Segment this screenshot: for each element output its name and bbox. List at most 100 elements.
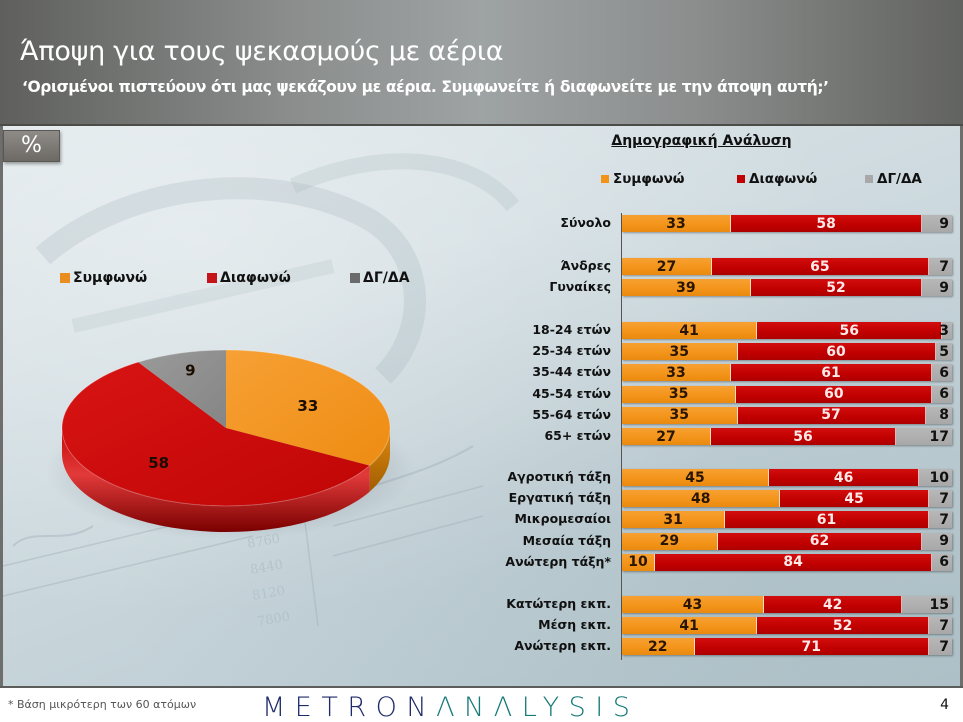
svg-text:8440: 8440 bbox=[249, 557, 284, 578]
slide-subtitle: ‘Ορισμένοι πιστεύουν ότι μας ψεκάζουν με… bbox=[22, 78, 829, 96]
bar-value-label: 7 bbox=[939, 638, 949, 655]
bar-value-label: 43 bbox=[682, 596, 703, 613]
bar-value-label: 45 bbox=[685, 469, 705, 486]
bar-row-label: 65+ ετών bbox=[544, 428, 611, 443]
bar-segment-disagree: 46 bbox=[769, 469, 920, 486]
bar-value-label: 35 bbox=[669, 343, 689, 360]
bar-value-label: 58 bbox=[816, 215, 836, 232]
svg-text:8760: 8760 bbox=[246, 531, 281, 552]
bar-row: 33 58 9 bbox=[622, 215, 952, 232]
disagree-swatch-icon bbox=[737, 175, 745, 183]
bar-value-label: 45 bbox=[844, 490, 864, 507]
bar-value-label: 27 bbox=[656, 428, 676, 445]
bar-value-label: 8 bbox=[939, 407, 949, 424]
bar-segment-disagree: 58 bbox=[730, 215, 923, 232]
logo-part-metron: METRON bbox=[262, 692, 437, 722]
bar-value-label: 42 bbox=[822, 596, 843, 613]
bar-value-label: 33 bbox=[666, 215, 686, 232]
bar-value-label: 52 bbox=[826, 279, 846, 296]
bar-value-label: 7 bbox=[939, 617, 949, 634]
bar-value-label: 27 bbox=[656, 258, 677, 275]
bar-segment-agree: 35 bbox=[622, 343, 738, 361]
bar-value-label: 29 bbox=[659, 533, 680, 550]
bar-segment-disagree: 45 bbox=[780, 490, 929, 508]
pie-legend-item-dkna: ΔΓ/ΔΑ bbox=[350, 270, 410, 286]
bar-row: 41 56 3 bbox=[622, 322, 952, 339]
bar-value-label: 15 bbox=[929, 596, 949, 613]
bar-row-label: 18-24 ετών bbox=[532, 322, 611, 337]
bar-chart-axis bbox=[621, 213, 622, 660]
bar-row: 27 65 7 bbox=[622, 258, 952, 275]
bar-value-label: 9 bbox=[939, 215, 949, 232]
bar-value-label: 22 bbox=[648, 638, 668, 655]
agree-swatch-icon bbox=[601, 175, 609, 183]
bar-value-label: 84 bbox=[783, 554, 803, 571]
bar-value-label: 7 bbox=[939, 490, 949, 507]
bar-value-label: 39 bbox=[676, 279, 696, 296]
bar-value-label: 35 bbox=[669, 407, 689, 424]
bar-value-label: 5 bbox=[939, 343, 949, 360]
bar-segment-dkna: 9 bbox=[922, 532, 952, 550]
bar-segment-disagree: 62 bbox=[717, 532, 923, 550]
bar-value-label: 6 bbox=[939, 554, 949, 571]
bar-legend-item-agree: Συμφωνώ bbox=[601, 171, 685, 187]
bar-value-label: 10 bbox=[628, 554, 648, 571]
slide-title: Άποψη για τους ψεκασμούς με αέρια bbox=[20, 36, 504, 67]
bar-value-label: 9 bbox=[939, 533, 949, 550]
pie-legend-label: Διαφωνώ bbox=[220, 270, 291, 286]
bar-row: 35 60 5 bbox=[622, 343, 952, 361]
bar-row-label: 55-64 ετών bbox=[532, 406, 611, 422]
bar-segment-agree: 35 bbox=[622, 406, 738, 424]
dkna-swatch-icon bbox=[350, 273, 360, 283]
bar-value-label: 61 bbox=[816, 511, 837, 528]
bar-row-label: 45-54 ετών bbox=[532, 385, 611, 401]
bar-legend-label: Συμφωνώ bbox=[613, 171, 685, 187]
bar-row: 45 46 10 bbox=[622, 469, 952, 486]
dkna-swatch-icon bbox=[865, 175, 873, 183]
bar-segment-disagree: 56 bbox=[757, 322, 943, 339]
bar-segment-dkna: 9 bbox=[922, 279, 952, 297]
bar-legend-item-dkna: ΔΓ/ΔΑ bbox=[865, 171, 922, 187]
bar-value-label: 48 bbox=[690, 490, 711, 507]
bar-value-label: 61 bbox=[821, 364, 841, 381]
bar-row-label: 25-34 ετών bbox=[532, 343, 611, 359]
disagree-swatch-icon bbox=[207, 273, 217, 283]
svg-text:7800: 7800 bbox=[256, 609, 291, 630]
bar-segment-disagree: 60 bbox=[736, 385, 933, 403]
bar-row: 10 84 6 bbox=[622, 553, 952, 571]
bar-segment-disagree: 71 bbox=[694, 638, 929, 656]
bar-segment-agree: 35 bbox=[622, 385, 737, 403]
bar-segment-disagree: 52 bbox=[750, 279, 923, 297]
bar-segment-dkna: 7 bbox=[928, 258, 952, 275]
bar-row: 31 61 7 bbox=[622, 511, 952, 529]
bar-value-label: 7 bbox=[939, 511, 949, 528]
agree-swatch-icon bbox=[60, 273, 70, 283]
bar-segment-disagree: 52 bbox=[757, 617, 929, 635]
bar-value-label: 60 bbox=[826, 343, 846, 360]
demographic-analysis-title: Δημογραφική Ανάλυση bbox=[611, 133, 792, 149]
unit-badge: % bbox=[3, 130, 60, 162]
svg-text:8120: 8120 bbox=[251, 583, 286, 604]
slide-footer: * Βάση μικρότερη των 60 ατόμων METRONΛNΛ… bbox=[0, 686, 963, 722]
pie-legend-label: ΔΓ/ΔΑ bbox=[363, 270, 410, 286]
bar-segment-dkna: 7 bbox=[928, 490, 952, 508]
bar-segment-dkna: 5 bbox=[935, 343, 952, 361]
bar-segment-agree: 39 bbox=[622, 279, 751, 297]
bar-segment-agree: 10 bbox=[622, 553, 655, 571]
metron-analysis-logo: METRONΛNΛLYSIS bbox=[262, 692, 639, 722]
pie-legend-item-disagree: Διαφωνώ bbox=[207, 270, 291, 286]
bar-row-label: Κατώτερη εκπ. bbox=[506, 596, 611, 611]
bar-segment-agree: 22 bbox=[622, 638, 695, 656]
logo-part-analysis: ΛNΛLYSIS bbox=[436, 692, 640, 722]
bar-segment-agree: 41 bbox=[622, 617, 758, 635]
bar-legend-label: Διαφωνώ bbox=[749, 171, 818, 187]
bar-segment-agree: 29 bbox=[622, 532, 718, 550]
bar-value-label: 62 bbox=[809, 533, 830, 550]
bar-segment-dkna: 15 bbox=[902, 596, 952, 613]
bar-row-label: Ανώτερη τάξη* bbox=[505, 553, 611, 569]
pie-legend: Συμφωνώ Διαφωνώ ΔΓ/ΔΑ bbox=[0, 270, 480, 290]
bar-segment-agree: 31 bbox=[622, 511, 726, 529]
footnote: * Βάση μικρότερη των 60 ατόμων bbox=[8, 698, 197, 711]
bar-segment-dkna: 10 bbox=[919, 469, 952, 486]
bar-segment-dkna: 6 bbox=[932, 385, 952, 403]
